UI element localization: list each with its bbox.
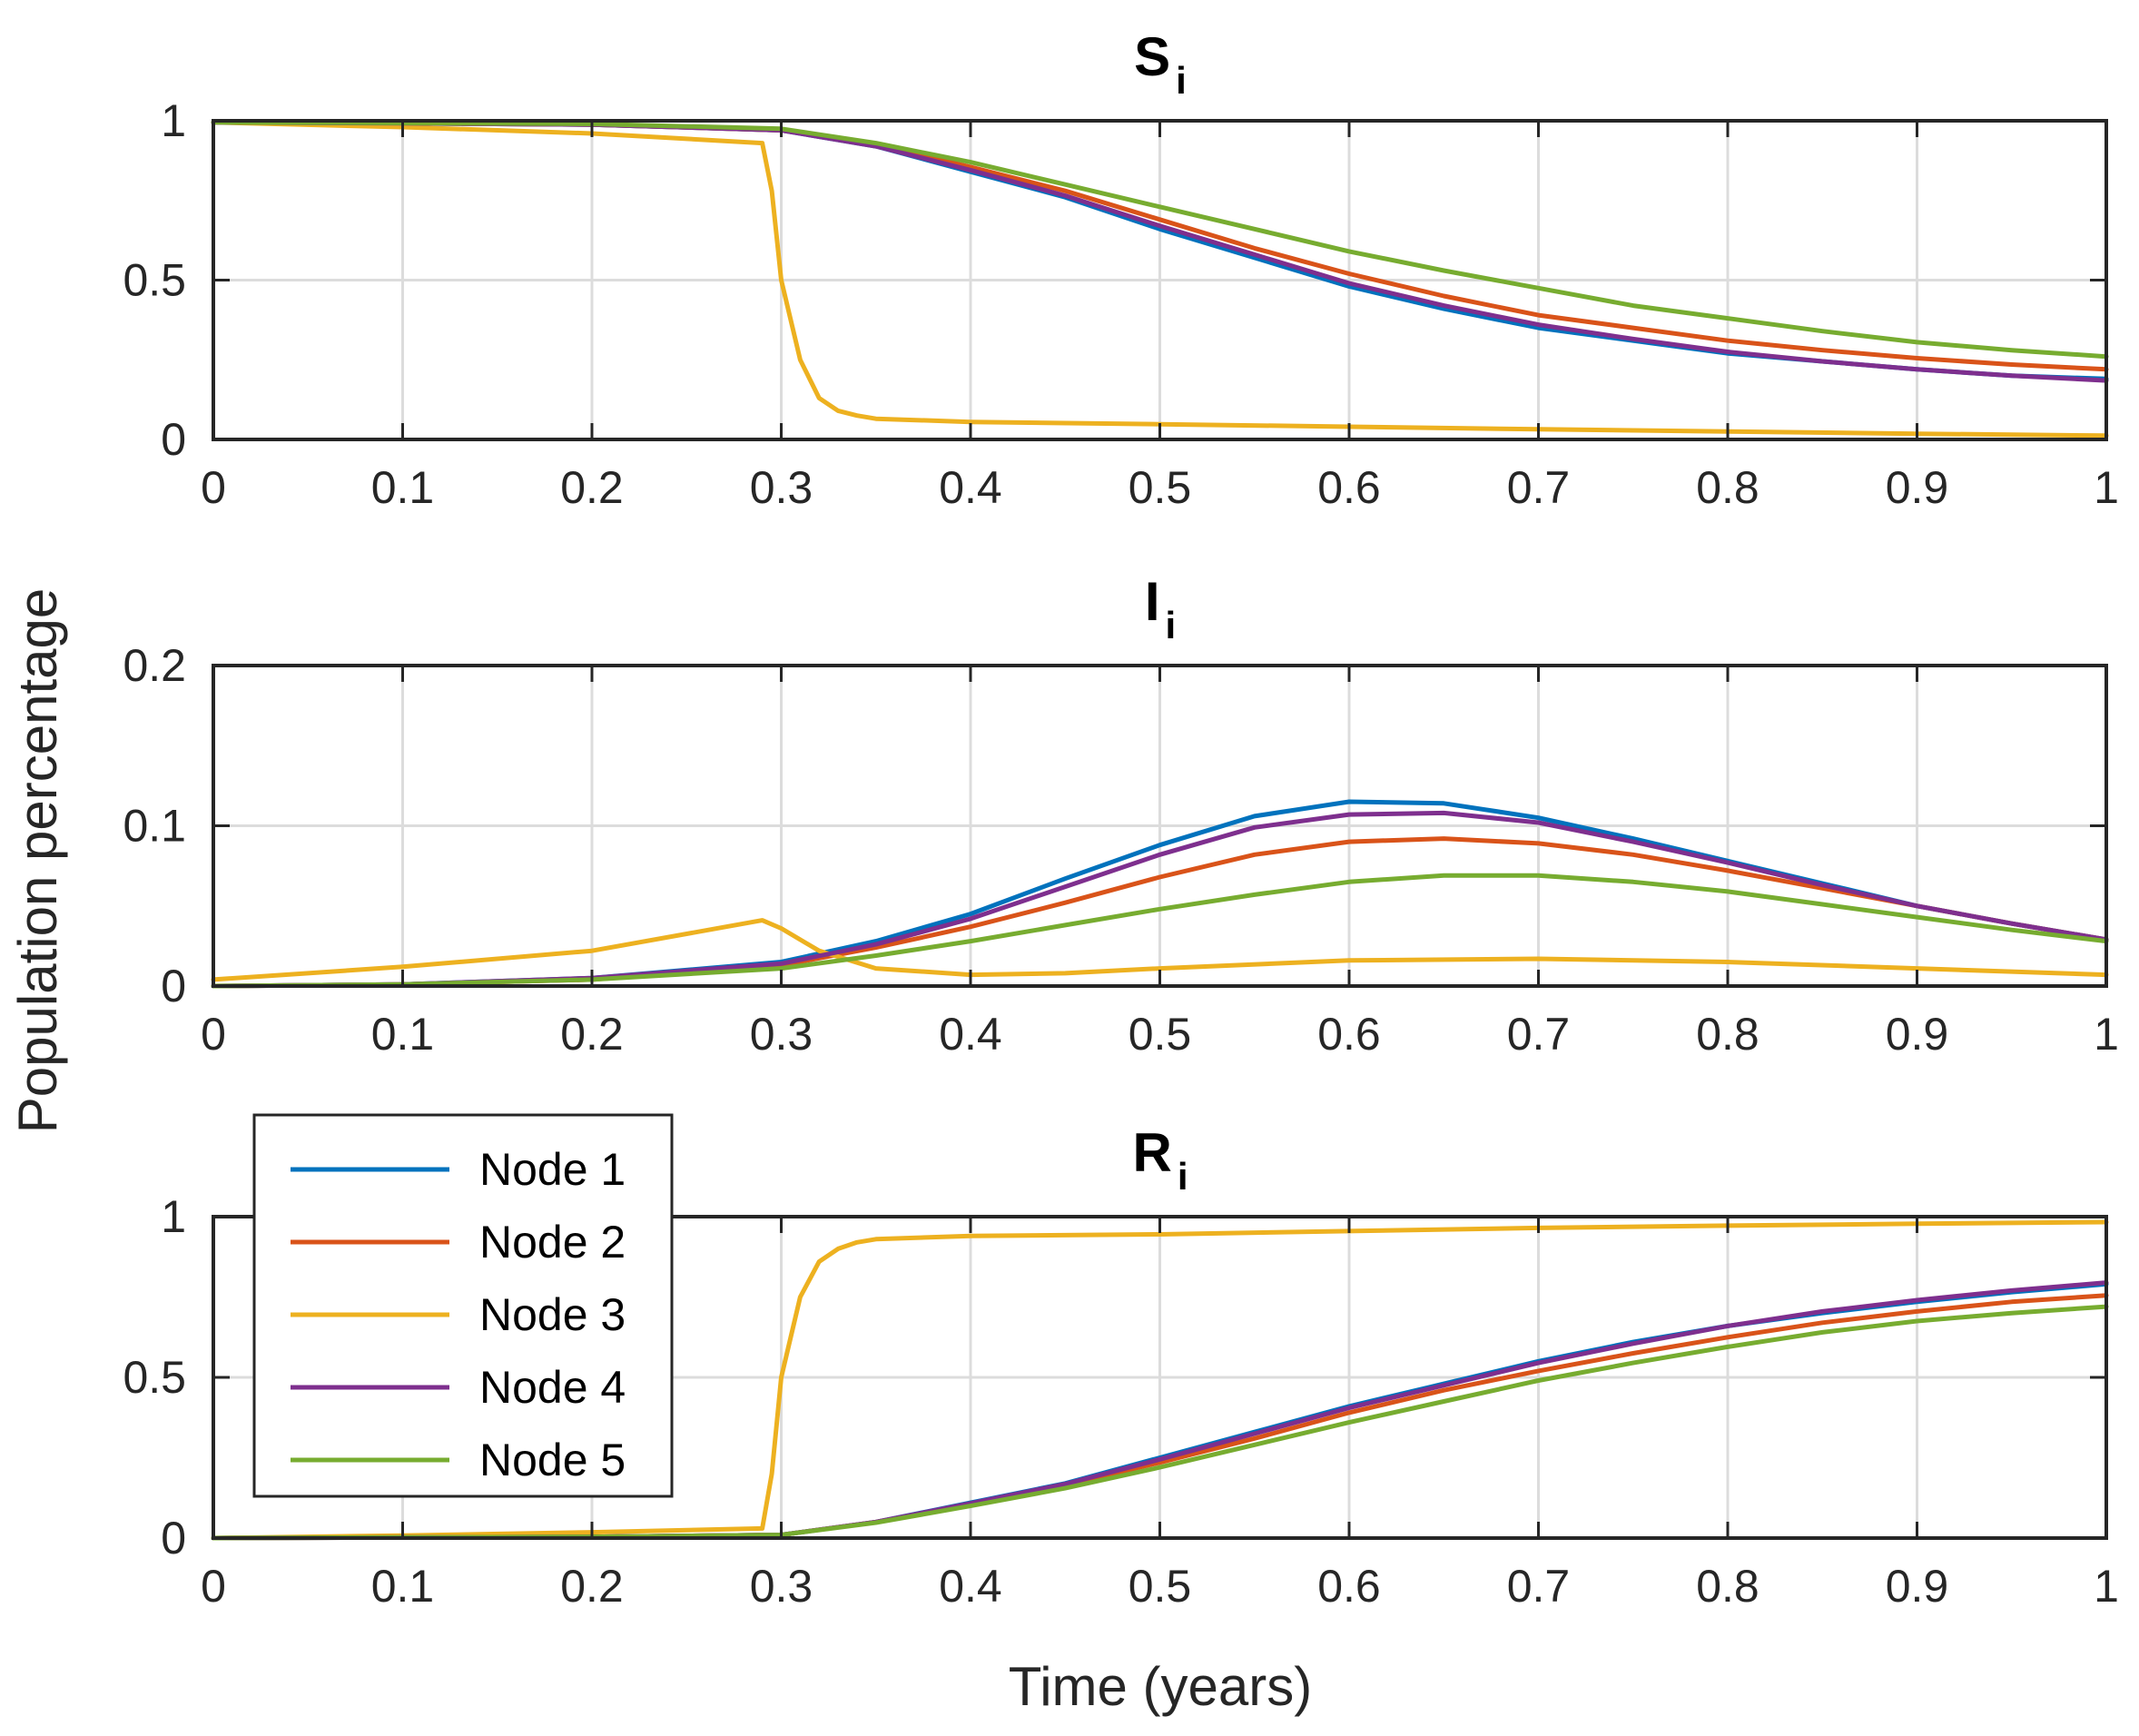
legend-box [252,1113,674,1498]
subplot-title-main: S [1134,26,1170,87]
y-tick-label: 0 [161,961,186,1011]
subplot-panels: 0 0.1 0.2 0.3 0.4 0.5 0.6 0.7 0.8 0.9 1 0 0.5 1 S i 0 0.1… [123,26,2118,1612]
x-axis-label: Time (years) [1009,1656,1312,1717]
x-tick-label: 0.5 [1129,1561,1192,1612]
series-line-node-4 [211,810,2109,989]
subplot-title-subscript: i [1166,604,1177,646]
series-line-node-3 [211,120,2109,439]
legend-label-node-5: Node 5 [479,1435,626,1485]
x-tick-label: 0.8 [1696,1561,1760,1612]
subplot-title-main: R [1132,1122,1171,1183]
x-tick-label: 0.2 [560,1561,624,1612]
y-tick-label: 0.5 [123,1352,186,1403]
legend-label-node-3: Node 3 [479,1289,626,1340]
x-tick-label: 0.4 [939,1561,1002,1612]
x-tick-label: 0.9 [1886,1561,1949,1612]
series-line-node-5 [211,120,2109,360]
legend-label-node-2: Node 2 [479,1217,626,1267]
series-line-node-3 [211,1219,2109,1541]
subplot-1: 0 0.1 0.2 0.3 0.4 0.5 0.6 0.7 0.8 0.9 1 0 0.5 1 S i [123,26,2118,513]
x-tick-label: 0.6 [1317,1561,1381,1612]
x-tick-label: 0.2 [560,462,624,513]
x-tick-label: 0.2 [560,1009,624,1060]
legend-label-node-4: Node 4 [479,1362,626,1413]
x-tick-label: 0.3 [750,1561,813,1612]
x-tick-label: 0.1 [371,1561,435,1612]
subplot-title-subscript: i [1176,59,1187,102]
x-tick-label: 0.8 [1696,1009,1760,1060]
x-tick-label: 0.1 [371,1009,435,1060]
y-tick-label: 0.5 [123,255,186,306]
x-tick-label: 0.4 [939,462,1002,513]
x-tick-label: 0.9 [1886,462,1949,513]
subplot-3: 0 0.1 0.2 0.3 0.4 0.5 0.6 0.7 0.8 0.9 1 0 0.5 1 R i [123,1122,2118,1612]
x-tick-label: 0.6 [1317,462,1381,513]
legend: Node 1 Node 2 Node 3 Node 4 Node 5 [252,1113,674,1498]
x-tick-label: 0 [201,1009,226,1060]
y-tick-label: 1 [161,95,186,146]
x-tick-label: 0.8 [1696,462,1760,513]
series-line-node-5 [211,873,2109,989]
x-tick-label: 0.3 [750,462,813,513]
x-tick-label: 0.5 [1129,1009,1192,1060]
x-tick-label: 0.5 [1129,462,1192,513]
y-tick-label: 0.2 [123,640,186,691]
x-tick-label: 0.7 [1507,1561,1571,1612]
x-tick-label: 0.4 [939,1009,1002,1060]
x-tick-label: 0.7 [1507,1009,1571,1060]
subplot-title-subscript: i [1178,1155,1188,1198]
subplot-title-main: I [1145,571,1160,632]
x-tick-label: 0.1 [371,462,435,513]
x-tick-label: 0 [201,462,226,513]
y-axis-label: Population percentage [7,588,68,1133]
x-tick-label: 1 [2094,1009,2119,1060]
x-tick-label: 0.3 [750,1009,813,1060]
y-tick-label: 0.1 [123,801,186,852]
x-tick-label: 1 [2094,1561,2119,1612]
y-tick-label: 1 [161,1191,186,1242]
subplot-2: 0 0.1 0.2 0.3 0.4 0.5 0.6 0.7 0.8 0.9 1 0 0.1 0.2 I i [123,571,2118,1060]
y-tick-label: 0 [161,414,186,465]
y-tick-label: 0 [161,1513,186,1563]
x-tick-label: 0.6 [1317,1009,1381,1060]
series-line-node-5 [211,1304,2109,1541]
legend-label-node-1: Node 1 [479,1144,626,1195]
x-tick-label: 0.9 [1886,1009,1949,1060]
x-tick-label: 1 [2094,462,2119,513]
x-tick-label: 0 [201,1561,226,1612]
x-tick-label: 0.7 [1507,462,1571,513]
